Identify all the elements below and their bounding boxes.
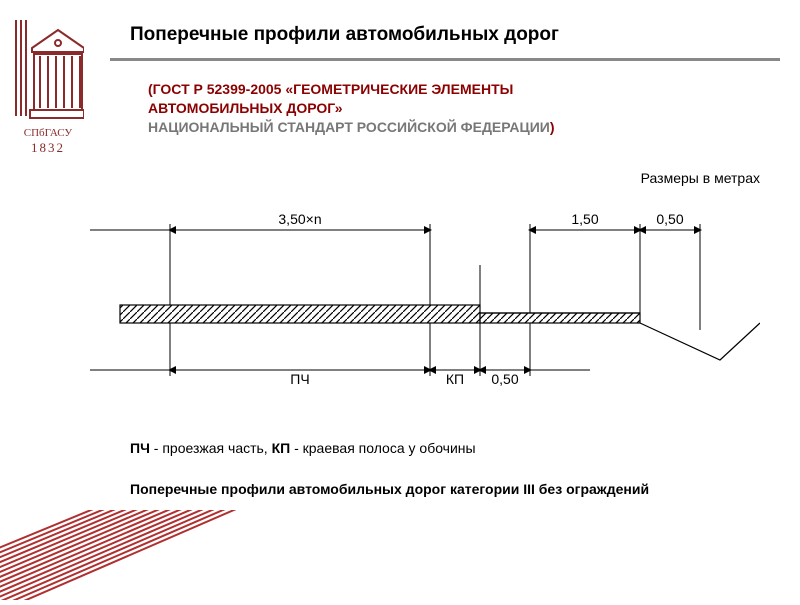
svg-text:1,50: 1,50 <box>571 211 598 227</box>
logo-year: 1832 <box>31 140 65 155</box>
svg-text:3,50×n: 3,50×n <box>278 211 321 227</box>
figure-caption: Поперечные профили автомобильных дорог к… <box>130 480 690 500</box>
subtitle-line3: НАЦИОНАЛЬНЫЙ СТАНДАРТ РОССИЙСКОЙ ФЕДЕРАЦ… <box>148 119 550 135</box>
cross-section-diagram: 3,50×n 1,50 0,50 ПЧ КП 0,50 <box>60 200 760 420</box>
legend-kp-abbr: КП <box>272 440 291 456</box>
subtitle-line2: АВТОМОБИЛЬНЫХ ДОРОГ» <box>148 100 342 116</box>
svg-text:0,50: 0,50 <box>491 371 518 387</box>
svg-text:0,50: 0,50 <box>656 211 683 227</box>
legend-text: ПЧ - проезжая часть, КП - краевая полоса… <box>130 440 476 456</box>
logo-text: СПбГАСУ <box>24 127 73 139</box>
subtitle-block: (ГОСТ Р 52399-2005 «ГЕОМЕТРИЧЕСКИЕ ЭЛЕМЕ… <box>148 80 708 137</box>
title-underline <box>110 58 780 61</box>
university-logo: СПбГАСУ 1832 <box>12 18 84 158</box>
subtitle-close-paren: ) <box>550 119 555 135</box>
subtitle-line1: (ГОСТ Р 52399-2005 «ГЕОМЕТРИЧЕСКИЕ ЭЛЕМЕ… <box>148 81 513 97</box>
legend-pch-abbr: ПЧ <box>130 440 150 456</box>
corner-decoration <box>0 510 260 600</box>
legend-kp-def: - краевая полоса у обочины <box>290 440 475 456</box>
svg-text:ПЧ: ПЧ <box>290 371 309 387</box>
page-title: Поперечные профили автомобильных дорог <box>130 24 559 46</box>
svg-text:КП: КП <box>446 371 464 387</box>
dimension-units-note: Размеры в метрах <box>641 170 760 186</box>
legend-pch-def: - проезжая часть, <box>150 440 272 456</box>
